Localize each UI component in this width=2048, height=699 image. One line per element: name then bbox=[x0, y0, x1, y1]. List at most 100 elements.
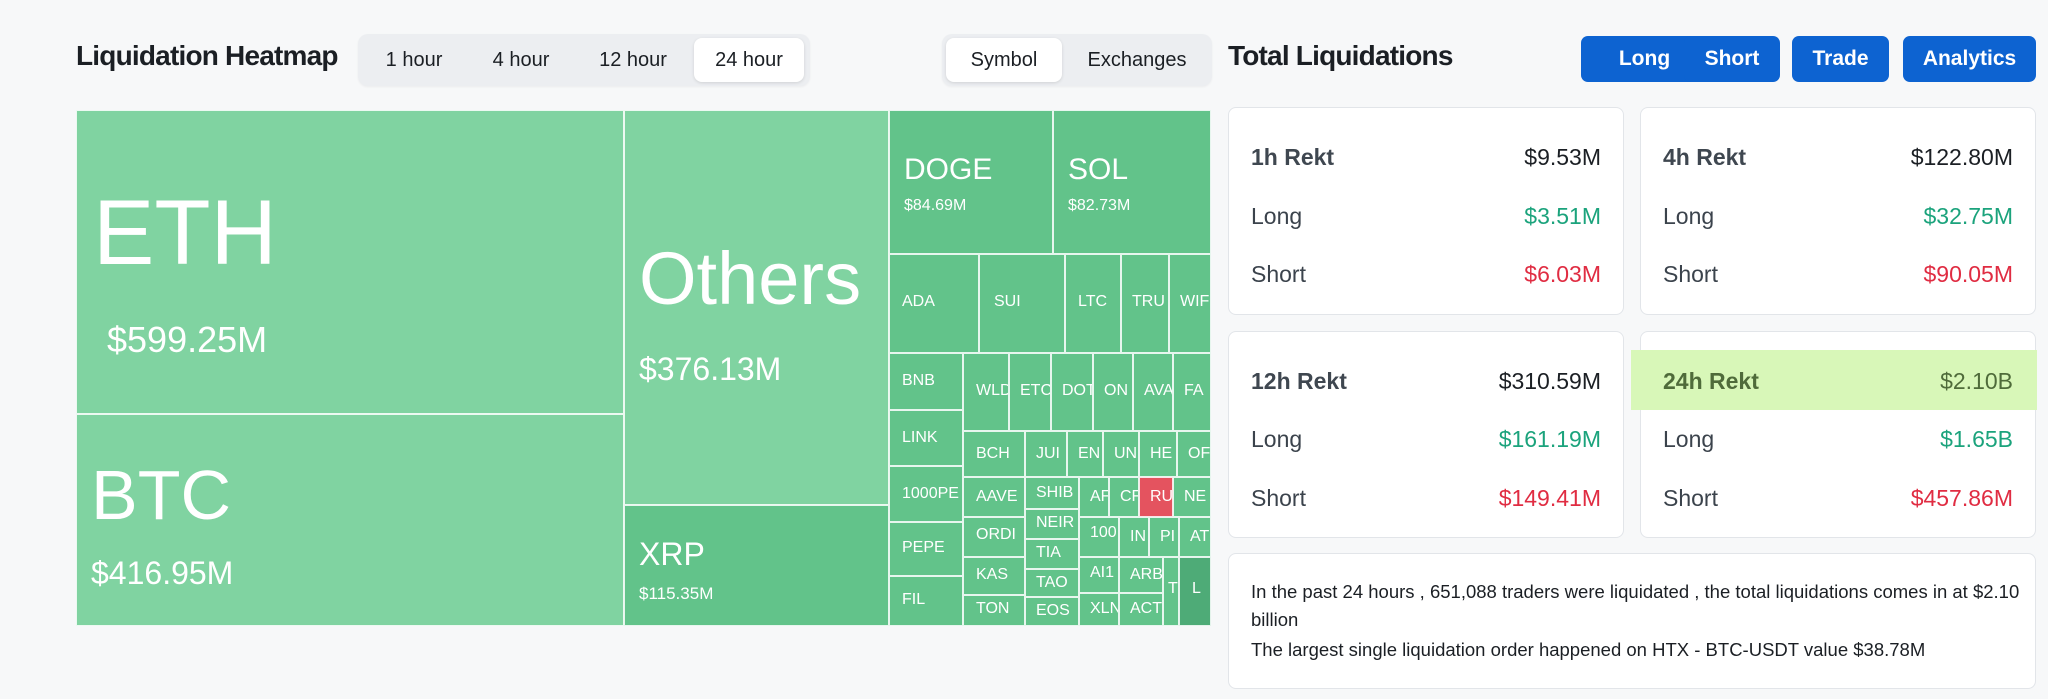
treemap-cell-pi[interactable]: PI bbox=[1149, 517, 1179, 557]
rekt-card-1h: 1h Rekt $9.53M Long $3.51M Short $6.03M bbox=[1228, 107, 1624, 315]
treemap-cell-or[interactable]: OF bbox=[1177, 431, 1211, 477]
treemap-cell-1000pepe[interactable]: 1000PE bbox=[889, 466, 963, 522]
treemap-cell-ru[interactable]: RU bbox=[1139, 477, 1173, 517]
long-label: Long bbox=[1251, 426, 1303, 452]
trade-button[interactable]: Trade bbox=[1792, 36, 1889, 82]
treemap-cell-bch[interactable]: BCH bbox=[963, 431, 1025, 477]
treemap-cell-sol[interactable]: SOL $82.73M bbox=[1053, 110, 1211, 254]
tab-4-hour[interactable]: 4 hour bbox=[492, 49, 550, 71]
treemap-cell-arb[interactable]: ARB bbox=[1119, 557, 1163, 593]
tab-12-hour[interactable]: 12 hour bbox=[599, 49, 667, 71]
rekt-card-4h: 4h Rekt $122.80M Long $32.75M Short $90.… bbox=[1640, 107, 2036, 315]
short-value: $90.05M bbox=[1923, 261, 2013, 287]
cell-symbol: L bbox=[1192, 580, 1201, 597]
treemap-cell-l[interactable]: L bbox=[1179, 557, 1211, 626]
cell-symbol: BTC bbox=[91, 456, 231, 534]
cell-symbol: AT bbox=[1190, 528, 1210, 545]
cell-symbol: 1000PE bbox=[902, 485, 959, 502]
treemap-cell-dot[interactable]: DOT bbox=[1051, 353, 1093, 431]
treemap-cell-tao[interactable]: TAO bbox=[1025, 569, 1079, 597]
treemap-cell-aave[interactable]: AAVE bbox=[963, 477, 1025, 517]
treemap-cell-etc[interactable]: ETC bbox=[1009, 353, 1051, 431]
tab-24-hour[interactable]: 24 hour bbox=[694, 38, 804, 82]
treemap-cell-jup[interactable]: JUI bbox=[1025, 431, 1067, 477]
treemap-cell-sui[interactable]: SUI bbox=[979, 254, 1065, 353]
treemap-cell-eth[interactable]: ETH $599.25M bbox=[76, 110, 624, 414]
treemap-cell-ton[interactable]: TON bbox=[963, 595, 1025, 626]
treemap-cell-un[interactable]: UN bbox=[1103, 431, 1139, 477]
cell-symbol: HE bbox=[1150, 445, 1173, 462]
treemap-cell-fa[interactable]: FA bbox=[1173, 353, 1211, 431]
treemap-cell-neir[interactable]: NEIR bbox=[1025, 509, 1079, 539]
treemap-cell-en[interactable]: EN bbox=[1067, 431, 1103, 477]
short-label: Short bbox=[1663, 485, 1718, 511]
treemap-cell-he[interactable]: HE bbox=[1139, 431, 1177, 477]
treemap-cell-in[interactable]: IN bbox=[1119, 517, 1149, 557]
treemap-cell-t[interactable]: T bbox=[1163, 557, 1179, 626]
treemap-cell-wif[interactable]: WIF bbox=[1169, 254, 1211, 353]
treemap-cell-eos[interactable]: EOS bbox=[1025, 597, 1079, 626]
long-value: $32.75M bbox=[1923, 203, 2013, 229]
treemap-cell-ltc[interactable]: LTC bbox=[1065, 254, 1121, 353]
cell-symbol: OF bbox=[1188, 445, 1211, 462]
summary-line-2: The largest single liquidation order hap… bbox=[1251, 639, 1926, 660]
treemap-cell-kas[interactable]: KAS bbox=[963, 557, 1025, 595]
treemap-cell-ada[interactable]: ADA bbox=[889, 254, 979, 353]
short-value: $6.03M bbox=[1524, 261, 1601, 287]
treemap-cell-btc[interactable]: BTC $416.95M bbox=[76, 414, 624, 626]
treemap-cell-xrp[interactable]: XRP $115.35M bbox=[624, 505, 889, 626]
cell-symbol: SUI bbox=[994, 293, 1021, 310]
treemap-cell-xln[interactable]: XLN bbox=[1079, 593, 1119, 626]
cell-value: $416.95M bbox=[91, 555, 234, 591]
tab-symbol[interactable]: Symbol bbox=[946, 38, 1062, 82]
treemap-cell-tru[interactable]: TRU bbox=[1121, 254, 1169, 353]
treemap-cell-at[interactable]: AT bbox=[1179, 517, 1211, 557]
cell-symbol: ON bbox=[1104, 382, 1128, 399]
treemap-cell-fil[interactable]: FIL bbox=[889, 576, 963, 626]
treemap-cell-on[interactable]: ON bbox=[1093, 353, 1133, 431]
treemap-cell-tia[interactable]: TIA bbox=[1025, 539, 1079, 569]
cell-symbol: XLN bbox=[1090, 600, 1119, 617]
cell-value: $376.13M bbox=[639, 351, 782, 387]
treemap-cell-link[interactable]: LINK bbox=[889, 410, 963, 466]
cell-symbol: AVA bbox=[1144, 382, 1173, 399]
tab-1-hour[interactable]: 1 hour bbox=[385, 49, 443, 71]
treemap-cell-shib[interactable]: SHIB bbox=[1025, 477, 1079, 509]
cell-value: $115.35M bbox=[639, 584, 714, 603]
long-value: $1.65B bbox=[1940, 426, 2013, 452]
long-value: $3.51M bbox=[1524, 203, 1601, 229]
treemap-cell-ava[interactable]: AVA bbox=[1133, 353, 1173, 431]
cell-symbol: XRP bbox=[639, 536, 705, 572]
treemap-cell-wld[interactable]: WLD bbox=[963, 353, 1009, 431]
cell-symbol: BNB bbox=[902, 372, 935, 389]
treemap-cell-pepe[interactable]: PEPE bbox=[889, 522, 963, 576]
treemap-cell-doge[interactable]: DOGE $84.69M bbox=[889, 110, 1053, 254]
treemap-cell-cr[interactable]: CF bbox=[1109, 477, 1139, 517]
treemap-cell-bnb[interactable]: BNB bbox=[889, 353, 963, 410]
tab-exchanges[interactable]: Exchanges bbox=[1087, 49, 1187, 71]
short-button[interactable]: Short bbox=[1684, 36, 1780, 82]
cell-symbol: KAS bbox=[976, 566, 1009, 583]
card-label: 24h Rekt bbox=[1663, 368, 1759, 394]
cell-symbol: ADA bbox=[902, 293, 935, 310]
analytics-button[interactable]: Analytics bbox=[1903, 36, 2036, 82]
treemap-cell-ordi[interactable]: ORDI bbox=[963, 517, 1025, 557]
treemap-cell-100[interactable]: 100 bbox=[1079, 517, 1119, 557]
cell-symbol: EOS bbox=[1036, 602, 1070, 619]
cell-symbol: TIA bbox=[1036, 544, 1061, 561]
treemap-cell-act[interactable]: ACT bbox=[1119, 593, 1163, 626]
cell-symbol: JUI bbox=[1036, 445, 1060, 462]
cell-symbol: PEPE bbox=[902, 539, 945, 556]
cell-symbol: TAO bbox=[1036, 574, 1068, 591]
treemap-cell-ai[interactable]: AI1 bbox=[1079, 557, 1119, 593]
treemap-cell-ap[interactable]: AF bbox=[1079, 477, 1109, 517]
treemap-cell-others[interactable]: Others $376.13M bbox=[624, 110, 889, 505]
cell-symbol: ETH bbox=[93, 182, 277, 284]
cell-symbol: FIL bbox=[902, 591, 926, 608]
card-total: $122.80M bbox=[1910, 144, 2013, 170]
card-label: 4h Rekt bbox=[1663, 144, 1747, 170]
rekt-card-24h: 24h Rekt $2.10B Long $1.65B Short $457.8… bbox=[1631, 331, 2037, 538]
cell-symbol: SHIB bbox=[1036, 484, 1074, 501]
treemap-cell-ne[interactable]: NE bbox=[1173, 477, 1211, 517]
card-label: 1h Rekt bbox=[1251, 144, 1335, 170]
